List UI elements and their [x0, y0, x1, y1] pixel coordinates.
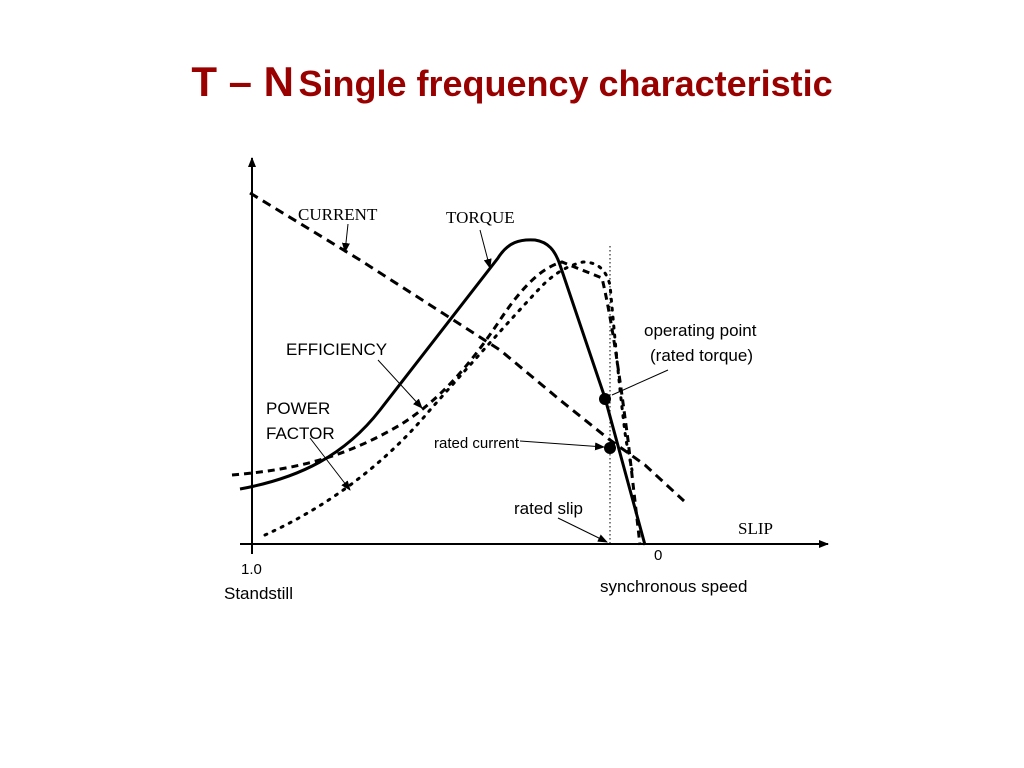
efficiency-label: EFFICIENCY: [286, 340, 387, 359]
page-title: T – N Single frequency characteristic: [0, 58, 1024, 106]
standstill-caption: Standstill: [224, 584, 293, 603]
rated-current-marker: [604, 442, 616, 454]
rated-slip-label: rated slip: [514, 499, 583, 518]
current-label: CURRENT: [298, 205, 378, 224]
slip-axis-label: SLIP: [738, 519, 773, 538]
x-left-tick-label: 1.0: [241, 561, 262, 578]
synchronous-speed-caption: synchronous speed: [600, 577, 747, 596]
torque-leader: [479, 229, 492, 269]
operating-point-leader: [611, 369, 669, 396]
torque-curve: [239, 238, 647, 546]
rated-current-leader: [519, 440, 605, 451]
power-factor-curve: [263, 260, 634, 537]
operating-point-label-line2: (rated torque): [650, 346, 753, 365]
power-factor-leader: [309, 437, 351, 491]
x-right-tick-label: 0: [654, 547, 662, 564]
operating-point-label-line1: operating point: [644, 321, 757, 340]
efficiency-leader: [377, 359, 423, 409]
power-factor-label-line1: POWER: [266, 399, 330, 418]
rated-slip-leader: [557, 517, 608, 543]
current-leader: [341, 223, 350, 253]
current-curve: [249, 191, 686, 503]
power-factor-label-line2: FACTOR: [266, 424, 335, 443]
efficiency-curve: [231, 260, 642, 546]
operating-point-marker: [599, 393, 611, 405]
title-rest: Single frequency characteristic: [298, 63, 833, 104]
title-main: T – N: [191, 58, 294, 105]
torque-label: TORQUE: [446, 208, 515, 227]
rated-current-label: rated current: [434, 435, 520, 452]
